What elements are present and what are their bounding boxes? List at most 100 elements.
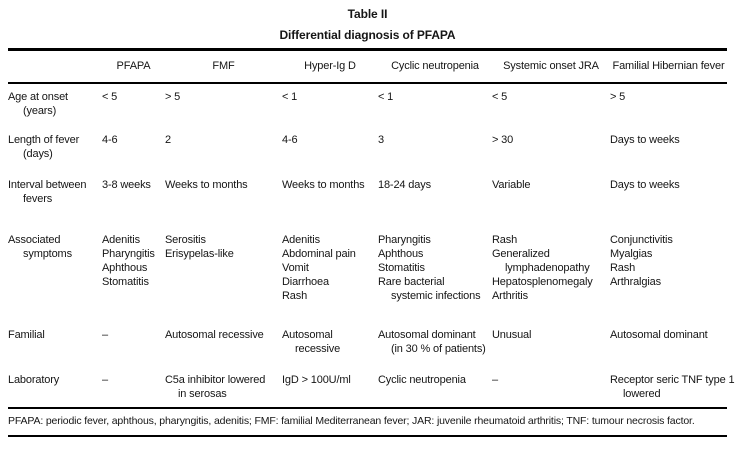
cell-line: Rash bbox=[492, 234, 518, 246]
cell-line: > 5 bbox=[610, 91, 626, 103]
cell-line: 4-6 bbox=[102, 134, 118, 146]
cell-line: < 5 bbox=[492, 91, 508, 103]
cell-line: Pharyngitis bbox=[102, 248, 155, 260]
row-label: Associated symptoms bbox=[8, 227, 102, 322]
cell-line: 4-6 bbox=[282, 134, 298, 146]
table-cell: Weeks to months bbox=[282, 172, 378, 227]
table-cell: Rash Generalized lymphadenopathy Hepatosple… bbox=[492, 227, 610, 322]
table-row: Familial – Autosomal recessive Autosomal rec… bbox=[8, 322, 727, 367]
cell-line: > 5 bbox=[165, 91, 181, 103]
cell-line: Laboratory bbox=[8, 374, 60, 386]
column-header: Cyclic neutropenia bbox=[378, 49, 492, 84]
table-cell: < 5 bbox=[492, 83, 610, 127]
row-label: Interval between fevers bbox=[8, 172, 102, 227]
cell-line: recessive bbox=[295, 343, 341, 355]
cell-line: (in 30 % of patients) bbox=[391, 343, 486, 355]
table-cell: < 1 bbox=[378, 83, 492, 127]
cell-line: Unusual bbox=[492, 329, 532, 341]
cell-line: – bbox=[102, 374, 108, 386]
cell-line: 2 bbox=[165, 134, 171, 146]
table-cell: Autosomal recessive bbox=[165, 322, 282, 367]
cell-line: Erisypelas-like bbox=[165, 248, 234, 260]
table-cell: Serositis Erisypelas-like bbox=[165, 227, 282, 322]
row-label: Familial bbox=[8, 322, 102, 367]
table-cell: < 5 bbox=[102, 83, 165, 127]
table-cell: > 30 bbox=[492, 127, 610, 172]
cell-line: Aphthous bbox=[102, 262, 148, 274]
header-row: PFAPA FMF Hyper-Ig D Cyclic neutropenia Syst… bbox=[8, 49, 727, 84]
cell-line: Myalgias bbox=[610, 248, 653, 260]
cell-line: Interval between bbox=[8, 179, 87, 191]
cell-line: Arthritis bbox=[492, 290, 528, 302]
cell-line: Weeks to months bbox=[282, 179, 365, 191]
table-cell: Pharyngitis Aphthous Stomatitis Rare bacter… bbox=[378, 227, 492, 322]
table-row: Interval between fevers 3-8 weeks Weeks to … bbox=[8, 172, 727, 227]
table-cell: – bbox=[102, 322, 165, 367]
cell-line: Length of fever bbox=[8, 134, 80, 146]
cell-line: C5a inhibitor lowered bbox=[165, 374, 266, 386]
cell-line: Generalized bbox=[492, 248, 550, 260]
differential-diagnosis-table: PFAPA FMF Hyper-Ig D Cyclic neutropenia Syst… bbox=[8, 48, 735, 409]
table-cell: IgD > 100U/ml bbox=[282, 367, 378, 408]
table-cell: Cyclic neutropenia bbox=[378, 367, 492, 408]
table-cell: Adenitis Pharyngitis Aphthous Stomatitis bbox=[102, 227, 165, 322]
row-label: Laboratory bbox=[8, 367, 102, 408]
cell-line: Weeks to months bbox=[165, 179, 248, 191]
column-header: Familial Hibernian fever bbox=[610, 49, 727, 84]
table-number-title: Table II bbox=[347, 7, 388, 21]
cell-line: Arthralgias bbox=[610, 276, 661, 288]
cell-line: < 1 bbox=[378, 91, 394, 103]
table-cell: 4-6 bbox=[282, 127, 378, 172]
cell-line: Variable bbox=[492, 179, 531, 191]
cell-line: Familial bbox=[8, 329, 45, 341]
cell-line: Rare bacterial bbox=[378, 276, 445, 288]
cell-line: Conjunctivitis bbox=[610, 234, 673, 246]
cell-line: systemic infections bbox=[391, 290, 481, 302]
table-body: Age at onset (years) < 5 > 5 < 1 < 1 < 5 > 5 Len… bbox=[8, 83, 735, 408]
table-row: Associated symptoms Adenitis Pharyngitis Aph… bbox=[8, 227, 727, 322]
cell-line: Serositis bbox=[165, 234, 206, 246]
table-cell: C5a inhibitor lowered in serosas bbox=[165, 367, 282, 408]
table-row: Length of fever (days) 4-6 2 4-6 3 > 30 Days to… bbox=[8, 127, 727, 172]
column-header: Hyper-Ig D bbox=[282, 49, 378, 84]
table-cell: 2 bbox=[165, 127, 282, 172]
cell-line: fevers bbox=[23, 193, 53, 205]
cell-line: Adenitis bbox=[282, 234, 320, 246]
table-row: Age at onset (years) < 5 > 5 < 1 < 1 < 5 > 5 bbox=[8, 83, 727, 127]
cell-line: Autosomal bbox=[282, 329, 333, 341]
cell-line: Days to weeks bbox=[610, 134, 680, 146]
cell-line: Cyclic neutropenia bbox=[378, 374, 466, 386]
table-cell: Variable bbox=[492, 172, 610, 227]
cell-line: 3-8 weeks bbox=[102, 179, 151, 191]
table-footnote: PFAPA: periodic fever, aphthous, pharyng… bbox=[8, 409, 727, 437]
table-cell: – bbox=[102, 367, 165, 408]
cell-line: < 1 bbox=[282, 91, 298, 103]
table-header: PFAPA FMF Hyper-Ig D Cyclic neutropenia Syst… bbox=[8, 49, 727, 84]
cell-line: Pharyngitis bbox=[378, 234, 431, 246]
table-cell: 18-24 days bbox=[378, 172, 492, 227]
cell-line: Associated bbox=[8, 234, 61, 246]
cell-line: – bbox=[492, 374, 498, 386]
cell-line: Stomatitis bbox=[378, 262, 425, 274]
cell-line: Abdominal pain bbox=[282, 248, 356, 260]
table-cell: 3-8 weeks bbox=[102, 172, 165, 227]
cell-line: Age at onset bbox=[8, 91, 68, 103]
column-header: FMF bbox=[165, 49, 282, 84]
cell-line: in serosas bbox=[178, 388, 227, 400]
table-cell: Days to weeks bbox=[610, 172, 727, 227]
cell-line: Autosomal dominant bbox=[610, 329, 708, 341]
cell-line: Autosomal recessive bbox=[165, 329, 264, 341]
cell-line: Rash bbox=[282, 290, 308, 302]
cell-line: < 5 bbox=[102, 91, 118, 103]
cell-line: > 30 bbox=[492, 134, 514, 146]
table-cell: < 1 bbox=[282, 83, 378, 127]
table-cell: – bbox=[492, 367, 610, 408]
cell-line: lymphadenopathy bbox=[505, 262, 590, 274]
cell-line: 3 bbox=[378, 134, 384, 146]
table-cell: > 5 bbox=[165, 83, 282, 127]
table-cell: Conjunctivitis Myalgias Rash Arthralgias bbox=[610, 227, 727, 322]
cell-line: Stomatitis bbox=[102, 276, 149, 288]
cell-line: (days) bbox=[23, 148, 53, 160]
table-cell: Adenitis Abdominal pain Vomit Diarrhoea Rash bbox=[282, 227, 378, 322]
